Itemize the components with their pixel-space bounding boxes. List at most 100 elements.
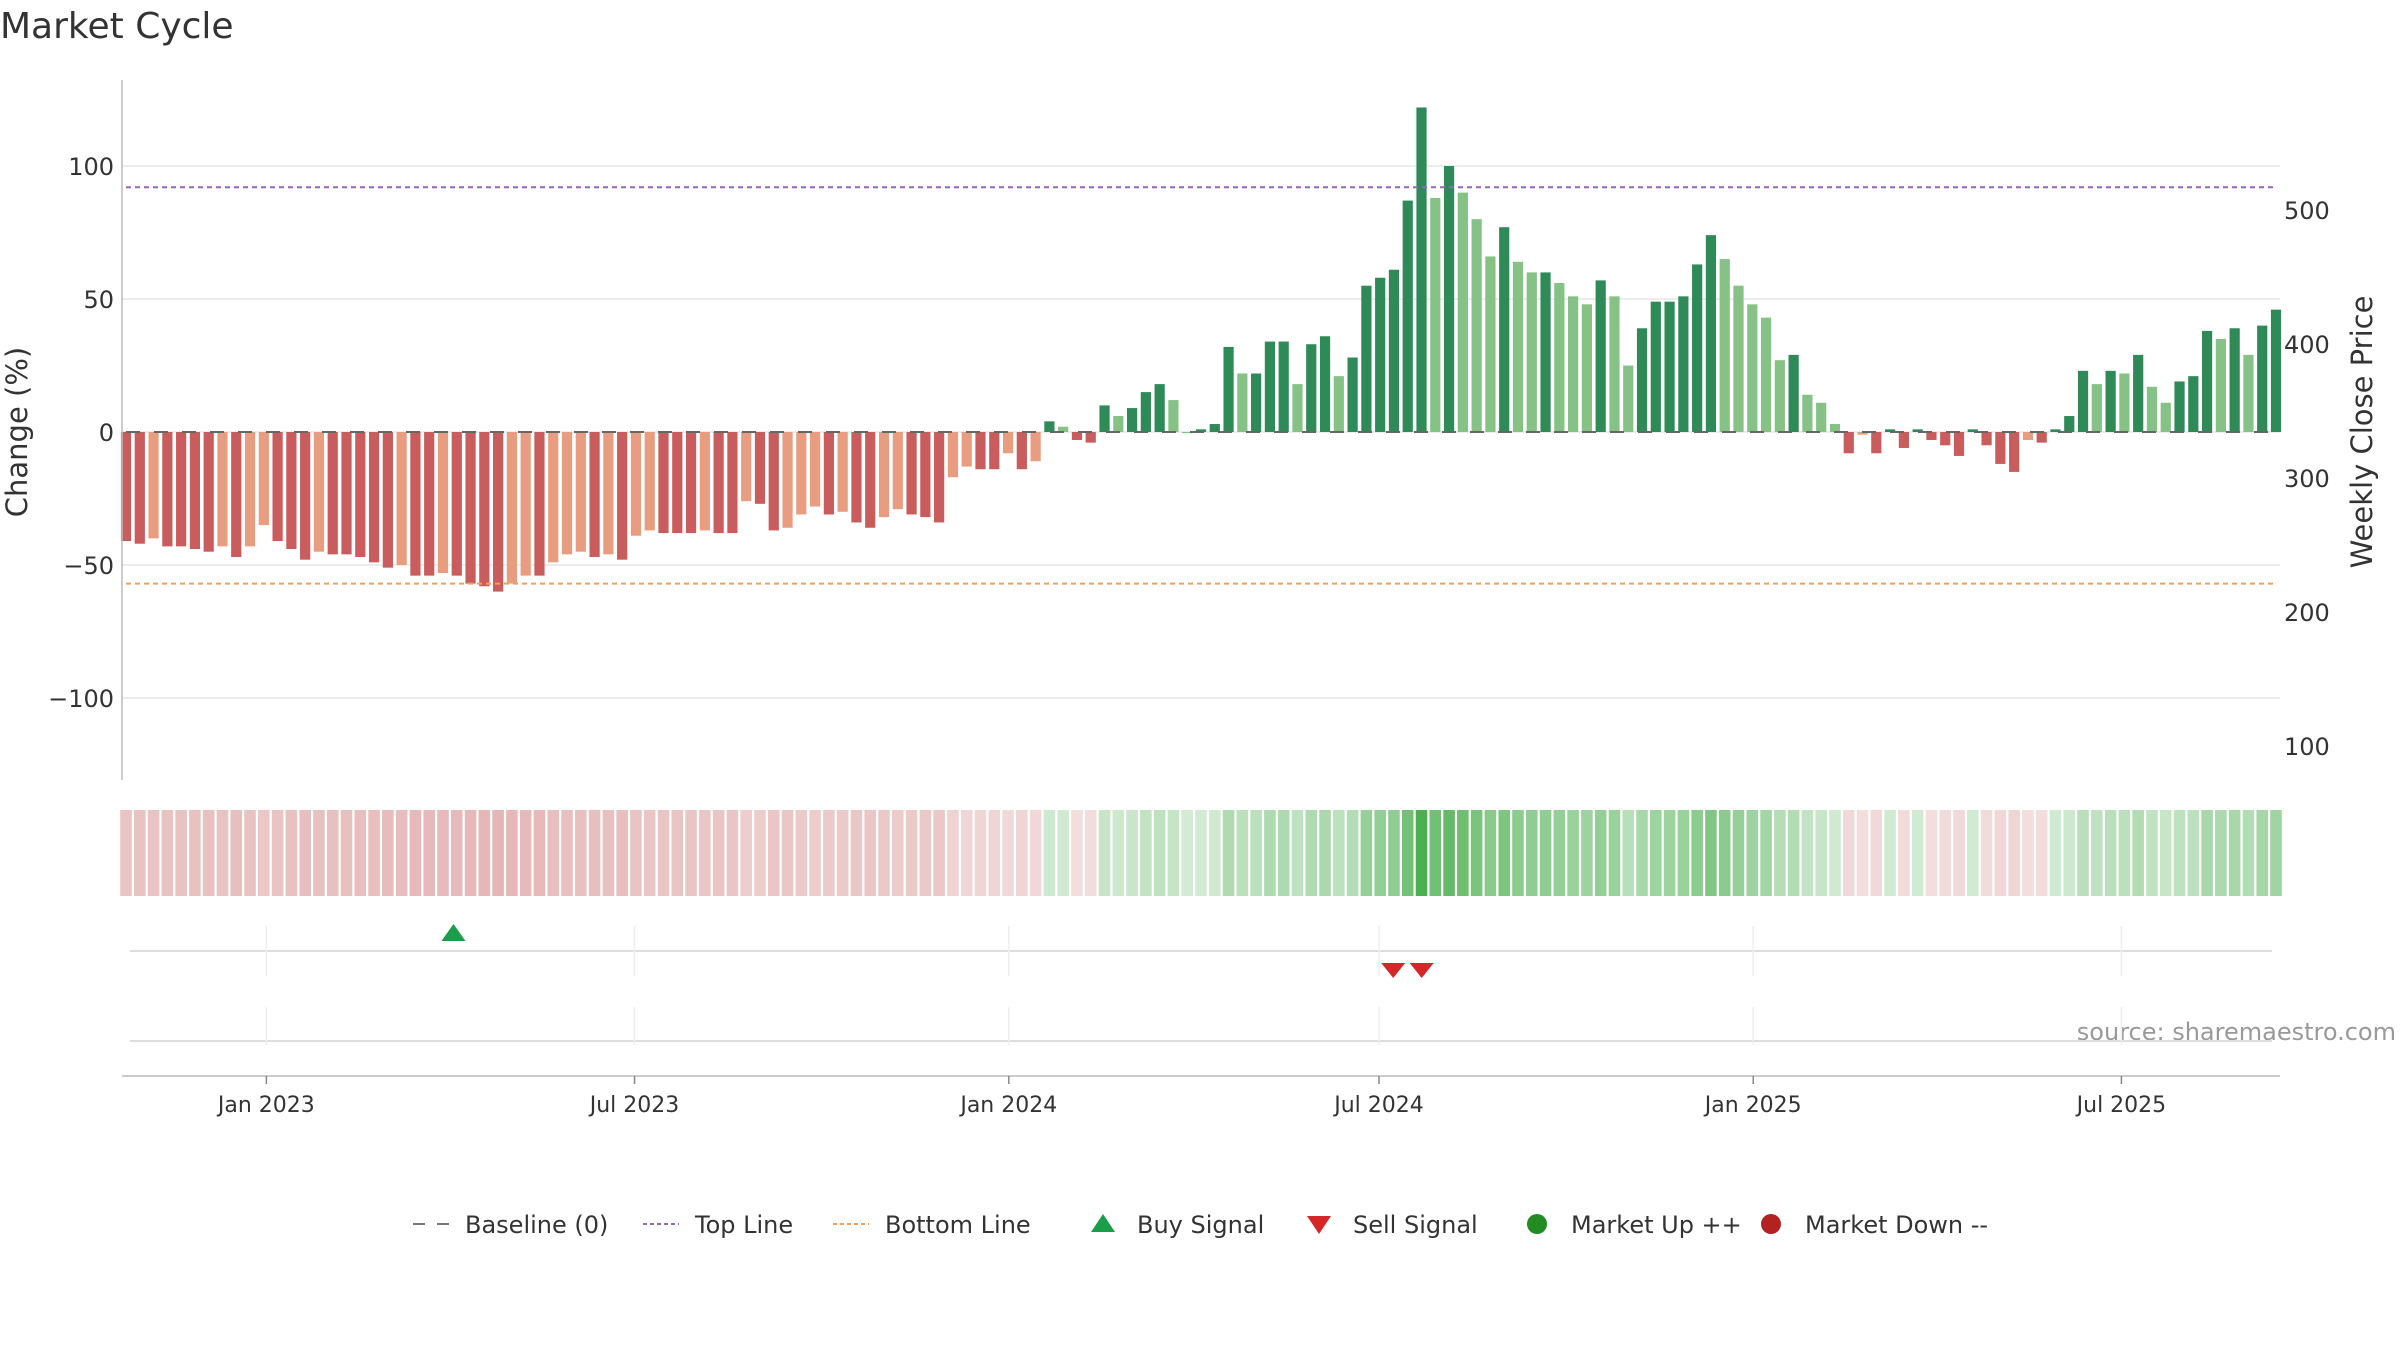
- bar: [1995, 432, 2006, 464]
- heat-cell: [202, 810, 215, 896]
- bar: [465, 432, 476, 584]
- bar: [1636, 328, 1648, 432]
- bar: [961, 432, 972, 467]
- heat-cell: [1539, 810, 1552, 896]
- heat-cell: [919, 810, 932, 896]
- bar: [1347, 357, 1358, 432]
- bar: [561, 432, 573, 555]
- bars-group: [120, 107, 2282, 592]
- legend-label: Bottom Line: [885, 1211, 1031, 1239]
- bar: [1609, 296, 1620, 432]
- bar: [2105, 370, 2116, 432]
- bar: [341, 432, 352, 555]
- bar: [1829, 424, 1841, 432]
- heat-cell: [1016, 810, 1028, 896]
- legend-item: Top Line: [643, 1211, 793, 1239]
- heat-cell: [1691, 810, 1703, 896]
- heat-cell: [437, 810, 449, 896]
- heat-cell: [988, 810, 1001, 896]
- heat-cell: [1663, 810, 1676, 896]
- heat-cell: [1195, 810, 1207, 896]
- bar: [796, 432, 807, 515]
- bar: [313, 432, 325, 552]
- heat-cell: [368, 810, 380, 896]
- heat-cell: [878, 810, 890, 896]
- heat-cell: [630, 810, 642, 896]
- bar: [2009, 432, 2020, 472]
- legend-item: Market Up ++: [1527, 1211, 1742, 1239]
- bar: [368, 432, 380, 563]
- heat-cell: [1084, 810, 1097, 896]
- heat-cell: [1470, 810, 1483, 896]
- heat-cell: [575, 810, 587, 896]
- heat-cell: [216, 810, 229, 896]
- y-tick-label: 0: [99, 419, 114, 447]
- heat-cell: [464, 810, 477, 896]
- y2-tick-label: 100: [2284, 733, 2330, 761]
- heat-cell: [340, 810, 353, 896]
- heat-cell: [2201, 810, 2213, 896]
- heat-cell: [1815, 810, 1827, 896]
- x-tick-label: Jul 2025: [2075, 1093, 2167, 1118]
- legend-item: Buy Signal: [1091, 1211, 1264, 1239]
- heat-cell: [2228, 810, 2241, 896]
- heat-cell: [230, 810, 243, 896]
- legend-marker-circle: [1761, 1214, 1781, 1234]
- heat-cell: [781, 810, 794, 896]
- legend-label: Market Up ++: [1571, 1211, 1742, 1239]
- heat-cell: [1829, 810, 1841, 896]
- heat-cell: [285, 810, 298, 896]
- bar: [2050, 429, 2061, 432]
- heat-cell: [712, 810, 725, 896]
- heat-cell: [299, 810, 311, 896]
- heat-cell: [1264, 810, 1276, 896]
- heat-cell: [1525, 810, 1538, 896]
- heat-cell: [809, 810, 821, 896]
- bar: [2091, 384, 2102, 432]
- heat-cell: [1167, 810, 1180, 896]
- heat-cell: [2063, 810, 2076, 896]
- heat-cell: [533, 810, 546, 896]
- bar: [1871, 432, 1882, 454]
- heat-cell: [1801, 810, 1814, 896]
- bar: [989, 432, 1000, 470]
- heat-cell: [1208, 810, 1221, 896]
- heat-cell: [1457, 810, 1469, 896]
- bar: [479, 432, 490, 587]
- legend-label: Sell Signal: [1353, 1211, 1478, 1239]
- heat-cell: [767, 810, 780, 896]
- bar: [2229, 328, 2240, 432]
- legend-marker-circle: [1527, 1214, 1547, 1234]
- heat-cell: [1112, 810, 1125, 896]
- bar: [1264, 341, 1276, 432]
- signal-panel: [130, 924, 2272, 1045]
- bar: [1885, 429, 1896, 432]
- heat-cell: [1677, 810, 1690, 896]
- heat-cell: [1305, 810, 1318, 896]
- bar: [920, 432, 931, 518]
- bar: [1705, 235, 1717, 432]
- bar: [176, 432, 187, 547]
- heat-cell: [189, 810, 201, 896]
- heat-cell: [1057, 810, 1069, 896]
- bar: [2077, 370, 2089, 432]
- heat-cell: [671, 810, 684, 896]
- bar: [548, 432, 559, 563]
- legend-item: Baseline (0): [413, 1211, 608, 1239]
- bar: [203, 432, 214, 552]
- bar: [1623, 365, 1634, 432]
- bar: [713, 432, 724, 534]
- y-tick-label: 50: [83, 286, 114, 314]
- bar: [699, 432, 710, 531]
- legend-marker-triangle-down: [1307, 1216, 1331, 1234]
- heat-cell: [2091, 810, 2103, 896]
- bar: [424, 432, 435, 576]
- heat-cell: [1705, 810, 1717, 896]
- bar: [1292, 384, 1303, 432]
- bar: [741, 432, 752, 502]
- heat-cell: [326, 810, 339, 896]
- bar: [534, 432, 545, 576]
- bar: [1333, 376, 1344, 432]
- bar: [1581, 304, 1592, 432]
- bar: [1099, 405, 1110, 432]
